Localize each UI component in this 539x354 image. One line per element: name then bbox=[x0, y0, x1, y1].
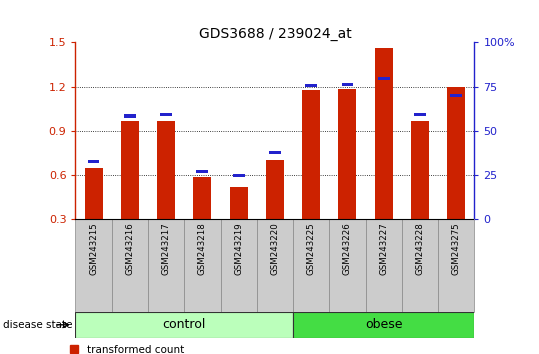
Bar bbox=[414, 113, 426, 116]
Text: GSM243218: GSM243218 bbox=[198, 222, 207, 275]
Text: control: control bbox=[163, 318, 206, 331]
Bar bbox=[160, 113, 172, 116]
Bar bbox=[233, 174, 245, 177]
Bar bbox=[194, 177, 211, 219]
Bar bbox=[438, 219, 474, 312]
Bar bbox=[266, 160, 284, 219]
Bar bbox=[305, 84, 317, 87]
Bar bbox=[302, 90, 320, 219]
Text: obese: obese bbox=[365, 318, 403, 331]
Text: GSM243275: GSM243275 bbox=[452, 222, 461, 275]
Bar bbox=[257, 219, 293, 312]
Text: GSM243228: GSM243228 bbox=[416, 222, 424, 275]
Bar bbox=[85, 168, 102, 219]
Bar bbox=[112, 219, 148, 312]
Text: GSM243215: GSM243215 bbox=[89, 222, 98, 275]
Bar bbox=[121, 121, 139, 219]
Bar bbox=[75, 312, 293, 338]
Bar bbox=[230, 187, 248, 219]
Bar bbox=[157, 121, 175, 219]
Bar bbox=[184, 219, 220, 312]
Bar bbox=[402, 219, 438, 312]
Bar bbox=[375, 48, 393, 219]
Bar bbox=[329, 219, 365, 312]
Bar bbox=[378, 77, 390, 80]
Bar bbox=[75, 219, 112, 312]
Bar bbox=[88, 160, 100, 164]
Bar bbox=[450, 94, 462, 97]
Bar bbox=[269, 150, 281, 154]
Bar bbox=[220, 219, 257, 312]
Bar bbox=[342, 83, 353, 86]
Bar bbox=[148, 219, 184, 312]
Legend: transformed count, percentile rank within the sample: transformed count, percentile rank withi… bbox=[70, 345, 262, 354]
Bar bbox=[293, 219, 329, 312]
Bar bbox=[293, 312, 474, 338]
Bar bbox=[365, 219, 402, 312]
Text: GSM243220: GSM243220 bbox=[271, 222, 279, 275]
Title: GDS3688 / 239024_at: GDS3688 / 239024_at bbox=[198, 28, 351, 41]
Text: GSM243219: GSM243219 bbox=[234, 222, 243, 275]
Text: GSM243226: GSM243226 bbox=[343, 222, 352, 275]
Text: GSM243227: GSM243227 bbox=[379, 222, 388, 275]
Text: disease state: disease state bbox=[3, 320, 72, 330]
Text: GSM243217: GSM243217 bbox=[162, 222, 171, 275]
Bar bbox=[197, 170, 208, 173]
Bar bbox=[447, 87, 465, 219]
Bar bbox=[338, 89, 356, 219]
Text: GSM243225: GSM243225 bbox=[307, 222, 316, 275]
Bar bbox=[411, 121, 429, 219]
Text: GSM243216: GSM243216 bbox=[126, 222, 134, 275]
Bar bbox=[124, 114, 136, 118]
